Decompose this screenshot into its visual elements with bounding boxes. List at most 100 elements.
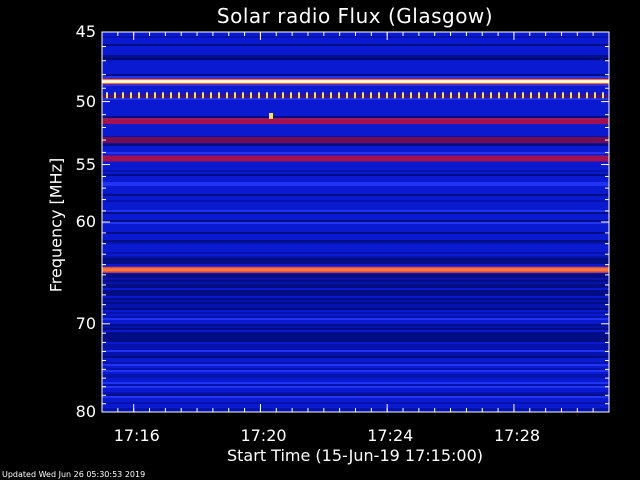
band-pulse bbox=[586, 92, 588, 99]
heatmap-row bbox=[102, 240, 609, 242]
heatmap-row bbox=[102, 220, 609, 222]
band-pulse bbox=[506, 92, 508, 99]
heatmap-row bbox=[102, 242, 609, 244]
y-tick-label: 50 bbox=[75, 91, 96, 111]
heatmap-row bbox=[102, 290, 609, 292]
heatmap-row bbox=[102, 136, 609, 138]
burst-spot bbox=[269, 112, 273, 119]
band-pulse bbox=[442, 92, 444, 99]
heatmap-row bbox=[102, 334, 609, 336]
band-pulse bbox=[178, 92, 180, 99]
heatmap-row bbox=[102, 306, 609, 308]
band-pulse bbox=[378, 92, 380, 99]
band-pulse bbox=[186, 92, 188, 99]
heatmap-row bbox=[102, 340, 609, 342]
y-tick-label: 60 bbox=[75, 212, 96, 231]
heatmap-row bbox=[102, 286, 609, 288]
band-pulse bbox=[490, 92, 492, 99]
heatmap-row bbox=[102, 352, 609, 354]
band-pulse bbox=[346, 92, 348, 99]
heatmap-row bbox=[102, 368, 609, 370]
heatmap-row bbox=[102, 318, 609, 320]
plot-frame bbox=[101, 31, 610, 413]
band-pulse bbox=[530, 92, 532, 99]
heatmap-row bbox=[102, 350, 609, 352]
band-pulse bbox=[218, 92, 220, 99]
heatmap-row bbox=[102, 332, 609, 334]
band-pulse bbox=[602, 92, 604, 99]
heatmap-row bbox=[102, 346, 609, 348]
heatmap-row bbox=[102, 394, 609, 396]
band-54.5mhz bbox=[102, 155, 609, 162]
heatmap-row bbox=[102, 386, 609, 388]
band-pulse bbox=[226, 92, 228, 99]
heatmap-row bbox=[102, 362, 609, 364]
x-axis-label: Start Time (15-Jun-19 17:15:00) bbox=[227, 446, 483, 465]
band-53mhz bbox=[102, 137, 609, 144]
band-pulse bbox=[282, 92, 284, 99]
band-pulse bbox=[298, 92, 300, 99]
heatmap-row bbox=[102, 316, 609, 318]
band-pulse bbox=[194, 92, 196, 99]
y-tick-label: 45 bbox=[75, 22, 96, 41]
heatmap-row bbox=[102, 74, 609, 76]
heatmap-row bbox=[102, 258, 609, 260]
x-tick-label: 17:16 bbox=[113, 426, 160, 445]
band-pulse bbox=[562, 92, 564, 99]
heatmap-row bbox=[102, 98, 609, 100]
band-pulse bbox=[498, 92, 500, 99]
band-pulse bbox=[210, 92, 212, 99]
band-pulse bbox=[482, 92, 484, 99]
band-pulse bbox=[114, 92, 116, 99]
band-pulse bbox=[522, 92, 524, 99]
heatmap-row bbox=[102, 396, 609, 398]
heatmap-row bbox=[102, 302, 609, 304]
heatmap-row bbox=[102, 55, 609, 61]
band-pulse bbox=[330, 92, 332, 99]
y-tick-label: 80 bbox=[75, 402, 96, 421]
band-pulse bbox=[370, 92, 372, 99]
y-tick-label: 70 bbox=[75, 313, 96, 333]
heatmap-row bbox=[102, 232, 609, 234]
heatmap-row bbox=[102, 84, 609, 86]
band-pulse bbox=[154, 92, 156, 99]
band-pulse bbox=[162, 92, 164, 99]
heatmap-row bbox=[102, 182, 609, 184]
heatmap-row bbox=[102, 174, 609, 176]
band-pulse bbox=[594, 92, 596, 99]
band-pulse bbox=[394, 92, 396, 99]
heatmap-row bbox=[102, 336, 609, 338]
heatmap-row bbox=[102, 298, 609, 300]
band-pulse bbox=[458, 92, 460, 99]
x-tick-label: 17:20 bbox=[240, 426, 287, 445]
band-pulse bbox=[250, 92, 252, 99]
band-pulse bbox=[554, 92, 556, 99]
band-pulse bbox=[242, 92, 244, 99]
heatmap-row bbox=[102, 252, 609, 254]
band-pulse bbox=[202, 92, 204, 99]
band-pulse bbox=[538, 92, 540, 99]
band-pulse bbox=[106, 92, 108, 99]
band-pulse bbox=[130, 92, 132, 99]
heatmap-row bbox=[102, 382, 609, 384]
heatmap-row bbox=[102, 344, 609, 346]
x-tick-label: 17:24 bbox=[367, 426, 414, 445]
band-pulse bbox=[234, 92, 236, 99]
band-core bbox=[102, 268, 609, 272]
heatmap-row bbox=[102, 384, 609, 386]
heatmap-row bbox=[102, 44, 609, 46]
heatmap-row bbox=[102, 326, 609, 328]
heatmap-row bbox=[102, 370, 609, 372]
axis-ticks bbox=[102, 31, 609, 413]
band-pulse bbox=[322, 92, 324, 99]
heatmap-row bbox=[102, 292, 609, 294]
heatmap-row bbox=[102, 338, 609, 340]
heatmap-row bbox=[102, 392, 609, 394]
heatmap-row bbox=[102, 152, 609, 154]
band-pulse bbox=[466, 92, 468, 99]
heatmap-row bbox=[102, 284, 609, 286]
heatmap-row bbox=[102, 324, 609, 326]
x-tick-label: 17:28 bbox=[493, 426, 541, 445]
heatmap-row bbox=[102, 402, 609, 404]
